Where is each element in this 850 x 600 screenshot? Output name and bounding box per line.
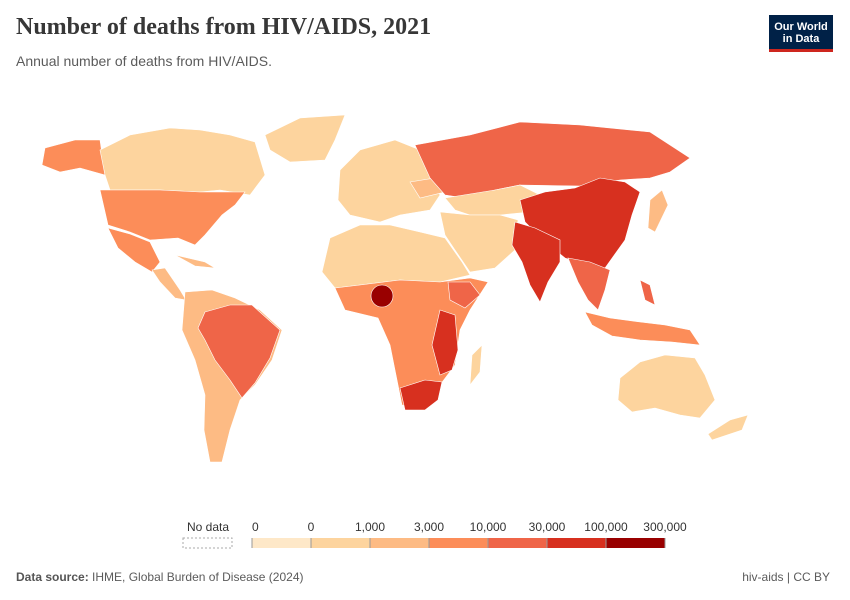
india <box>511 221 561 303</box>
indonesia <box>584 311 701 346</box>
legend-tick-label: 10,000 <box>470 520 507 534</box>
legend-tick-label: 30,000 <box>529 520 566 534</box>
subtitle: Annual number of deaths from HIV/AIDS. <box>16 53 273 69</box>
logo[interactable]: Our World in Data <box>769 15 833 52</box>
new-zealand <box>707 414 749 441</box>
east-africa <box>431 309 459 376</box>
greenland <box>264 114 346 163</box>
southeast-asia <box>567 257 611 311</box>
caribbean <box>174 254 216 269</box>
source: Data source: IHME, Global Burden of Dise… <box>16 570 303 584</box>
legend-bin <box>252 538 311 548</box>
madagascar <box>469 344 483 386</box>
legend-bin <box>429 538 488 548</box>
mexico <box>107 227 161 273</box>
logo-line: in Data <box>782 33 820 45</box>
europe <box>337 139 441 223</box>
legend-bin <box>311 538 370 548</box>
south-africa <box>399 379 443 411</box>
middle-east <box>439 211 519 273</box>
canada <box>99 127 266 196</box>
legend-bin <box>606 538 665 548</box>
title: Number of deaths from HIV/AIDS, 2021 <box>16 14 432 40</box>
legend-tick-label: 0 <box>252 520 259 534</box>
ethiopia <box>447 281 481 309</box>
no-data-box <box>182 537 233 549</box>
no-data-label: No data <box>187 520 229 534</box>
nigeria <box>370 284 394 308</box>
legend-bin <box>370 538 429 548</box>
legend-tick-label: 100,000 <box>584 520 628 534</box>
source-label: Data source: <box>16 570 89 584</box>
legend-tick-label: 0 <box>308 520 315 534</box>
japan <box>647 189 669 233</box>
legend-bin <box>547 538 606 548</box>
alaska <box>41 139 106 176</box>
usa <box>99 189 246 246</box>
world-map <box>41 114 749 463</box>
sub-saharan-africa <box>334 277 489 409</box>
legend-tick-label: 3,000 <box>414 520 444 534</box>
source-text: IHME, Global Burden of Disease (2024) <box>92 570 304 584</box>
legend-bin <box>488 538 547 548</box>
legend-tick-label: 300,000 <box>643 520 687 534</box>
brazil <box>197 304 281 399</box>
russia <box>414 121 691 199</box>
legend-tick-label: 1,000 <box>355 520 385 534</box>
australia <box>617 354 716 419</box>
footer-id[interactable]: hiv-aids | CC BY <box>742 570 830 584</box>
logo-line: Our World <box>774 21 828 33</box>
philippines <box>639 279 656 306</box>
central-america <box>151 267 187 301</box>
